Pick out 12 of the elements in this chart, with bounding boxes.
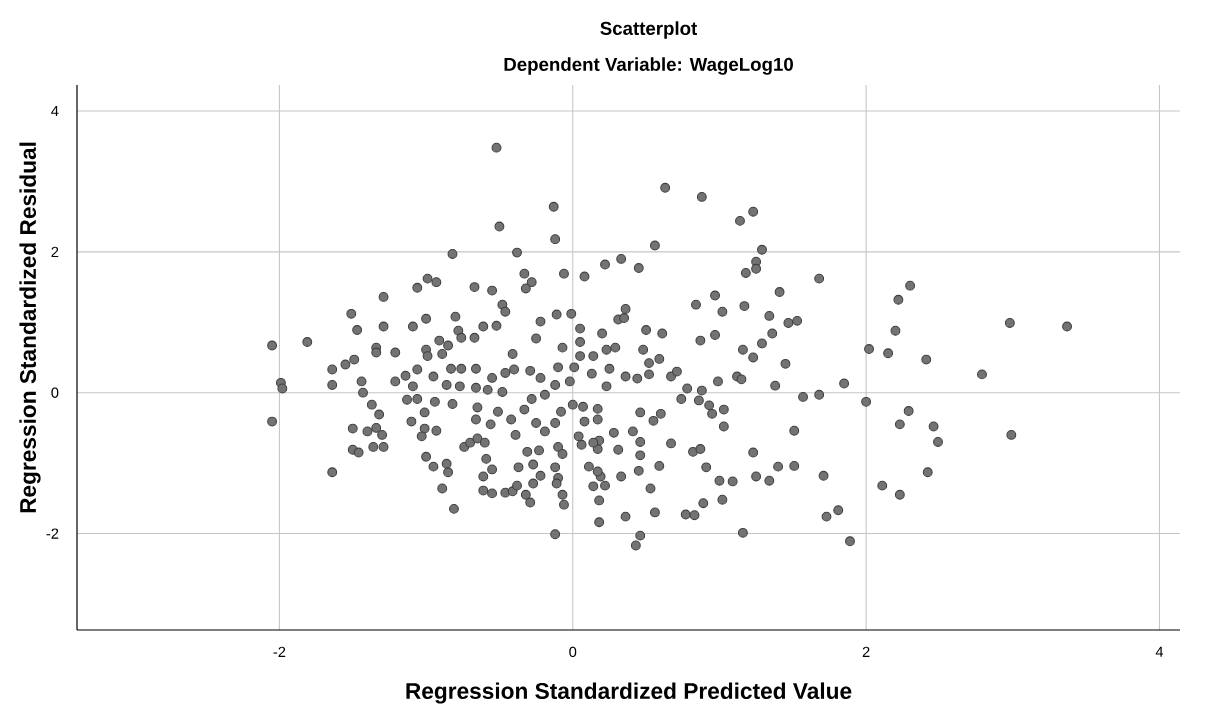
y-tick-label: 4 xyxy=(51,106,59,117)
y-tick-label: -2 xyxy=(46,528,59,539)
x-tick-label: 4 xyxy=(1155,646,1164,657)
y-tick-label: 0 xyxy=(51,387,59,398)
y-tick-label: 2 xyxy=(51,246,59,257)
x-tick-label: -2 xyxy=(273,646,286,657)
chart-title: Scatterplot xyxy=(600,21,698,39)
chart-subtitle: Dependent Variable: WageLog10 xyxy=(504,57,793,75)
x-tick-label: 0 xyxy=(569,646,577,658)
y-axis-title: Regression Standardized Residual xyxy=(19,142,41,513)
x-tick-label: 2 xyxy=(862,646,870,657)
x-axis-title: Regression Standardized Predicted Value xyxy=(406,682,852,704)
